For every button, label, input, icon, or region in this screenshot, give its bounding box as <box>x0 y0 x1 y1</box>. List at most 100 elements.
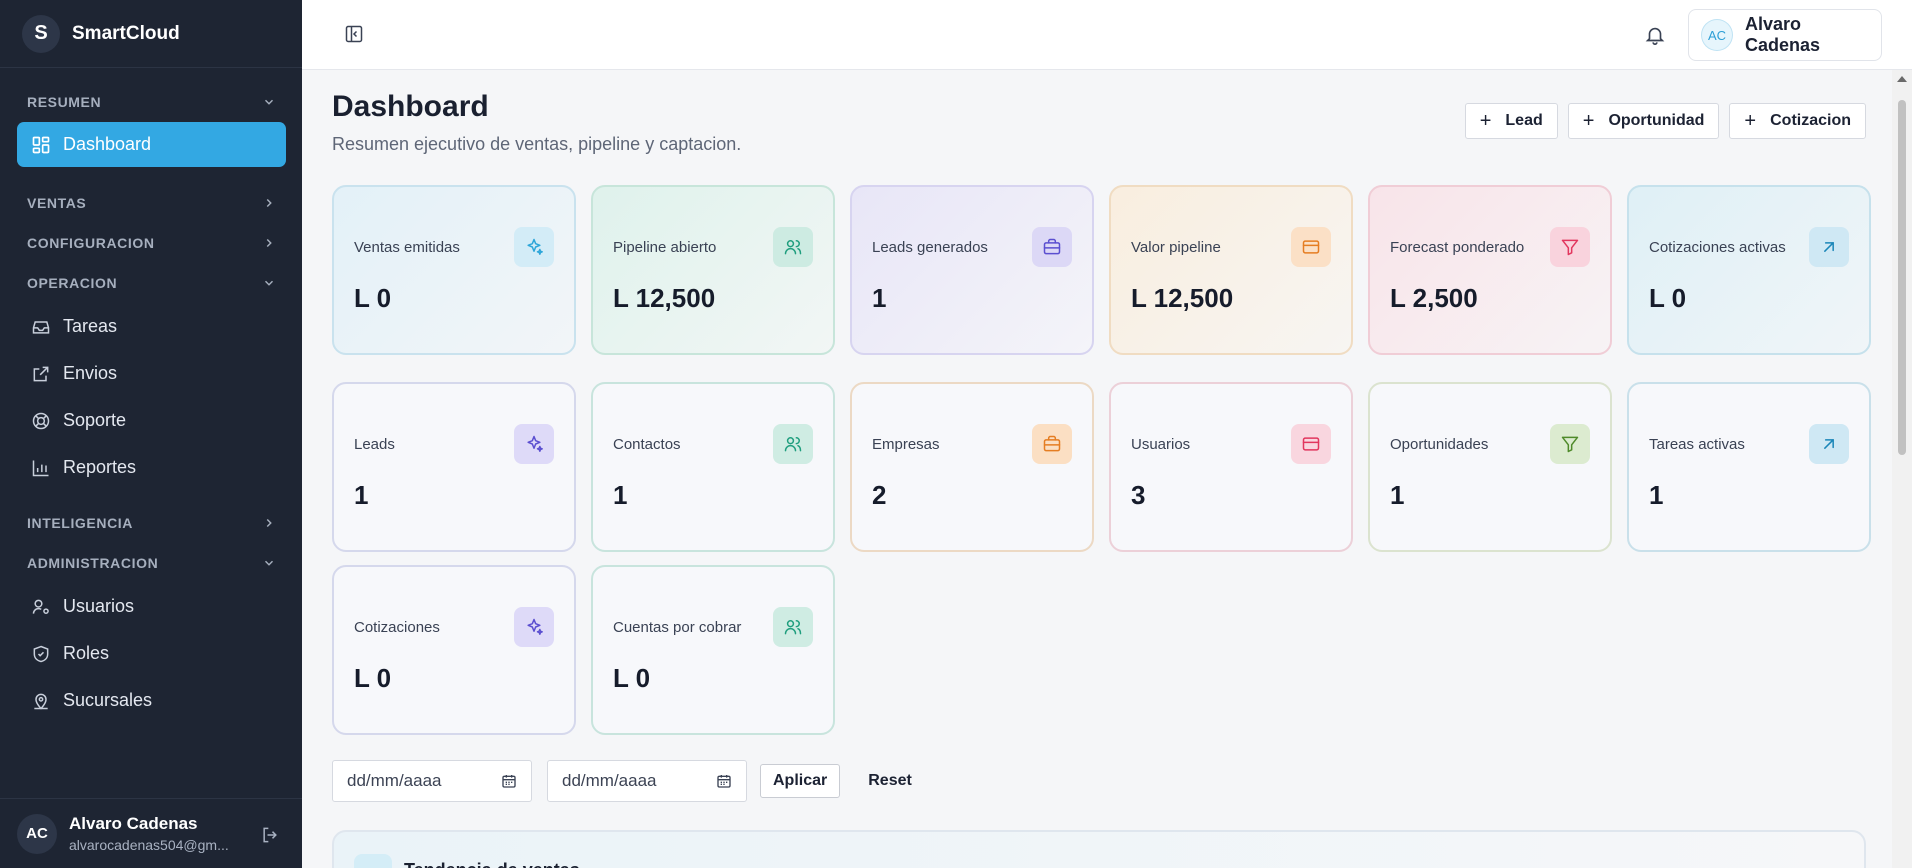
user-menu-button[interactable]: AC Alvaro Cadenas <box>1688 9 1882 61</box>
date-to-input[interactable]: dd/mm/aaaa <box>547 760 747 802</box>
kpi-card[interactable]: Tareas activas 1 <box>1627 382 1871 552</box>
briefcase-icon <box>1032 227 1072 267</box>
sidebar-item-label: Dashboard <box>63 134 152 154</box>
kpi-card[interactable]: Pipeline abierto L 12,500 <box>591 185 835 355</box>
kpi-card[interactable]: Empresas 2 <box>850 382 1094 552</box>
sidebar-item-dashboard[interactable]: Dashboard <box>17 122 286 167</box>
kpi-value: 3 <box>1131 480 1146 510</box>
sidebar-item-usuarios[interactable]: Usuarios <box>0 583 302 630</box>
kpi-card[interactable]: Contactos 1 <box>591 382 835 552</box>
sidebar-item-reportes[interactable]: Reportes <box>0 444 302 491</box>
sidebar-user-info: Alvaro Cadenas alvarocadenas504@gm... <box>69 814 239 853</box>
inbox-icon <box>32 320 50 334</box>
panel-title: Tendencia de ventas <box>404 860 580 868</box>
add-lead-button[interactable]: + Lead <box>1464 103 1558 139</box>
plus-icon: + <box>1479 110 1492 132</box>
kpi-value: 2 <box>872 480 887 510</box>
calendar-icon[interactable] <box>716 773 732 789</box>
button-label: Lead <box>1505 112 1543 129</box>
kpi-value: L 0 <box>354 283 392 313</box>
section-label: RESUMEN <box>27 94 102 110</box>
kpi-card[interactable]: Cotizaciones L 0 <box>332 565 576 735</box>
sidebar-item-label: Soporte <box>63 410 127 430</box>
kpi-card[interactable]: Leads 1 <box>332 382 576 552</box>
life-buoy-icon <box>32 412 50 429</box>
chevron-down-icon <box>264 560 274 566</box>
section-operacion[interactable]: OPERACION <box>0 263 302 303</box>
add-oportunidad-button[interactable]: + Oportunidad <box>1567 103 1720 139</box>
kpi-card[interactable]: Oportunidades 1 <box>1368 382 1612 552</box>
bell-icon[interactable] <box>1644 24 1666 46</box>
kpi-value: L 0 <box>354 663 392 693</box>
chevron-down-icon <box>264 280 274 286</box>
date-to-placeholder: dd/mm/aaaa <box>562 771 657 790</box>
sidebar-item-soporte[interactable]: Soporte <box>0 397 302 444</box>
chevron-down-icon <box>264 99 274 105</box>
page-title: Dashboard <box>332 90 489 123</box>
section-inteligencia[interactable]: INTELIGENCIA <box>0 503 302 543</box>
date-from-input[interactable]: dd/mm/aaaa <box>332 760 532 802</box>
section-label: CONFIGURACION <box>27 235 155 251</box>
sidebar-nav: RESUMEN Dashboard VENTAS CONFIGURACION O… <box>0 68 302 724</box>
kpi-value: L 0 <box>613 663 651 693</box>
brand[interactable]: S SmartCloud <box>0 0 302 68</box>
date-filters: dd/mm/aaaa dd/mm/aaaa Aplicar Reset <box>332 760 912 802</box>
button-label: Oportunidad <box>1608 112 1705 129</box>
sidebar-item-label: Tareas <box>63 316 118 336</box>
chevron-right-icon <box>266 198 272 208</box>
user-cog-icon <box>32 599 49 614</box>
section-configuracion[interactable]: CONFIGURACION <box>0 223 302 263</box>
sidebar-item-envios[interactable]: Envios <box>0 350 302 397</box>
filter-icon <box>1550 424 1590 464</box>
apply-button[interactable]: Aplicar <box>760 764 841 798</box>
section-administracion[interactable]: ADMINISTRACION <box>0 543 302 583</box>
kpi-card[interactable]: Usuarios 3 <box>1109 382 1353 552</box>
scroll-up-arrow[interactable] <box>1897 76 1907 82</box>
shield-check-icon <box>33 645 49 662</box>
sidebar-item-label: Envios <box>63 363 118 383</box>
sparkles-icon <box>514 227 554 267</box>
section-ventas[interactable]: VENTAS <box>0 183 302 223</box>
kpi-card[interactable]: Cuentas por cobrar L 0 <box>591 565 835 735</box>
kpi-card[interactable]: Forecast ponderado L 2,500 <box>1368 185 1612 355</box>
kpi-value: L 12,500 <box>1131 283 1234 313</box>
sidebar-item-roles[interactable]: Roles <box>0 630 302 677</box>
main-content: Dashboard Resumen ejecutivo de ventas, p… <box>302 70 1892 868</box>
reset-button[interactable]: Reset <box>868 772 912 789</box>
sidebar-user[interactable]: AC Alvaro Cadenas alvarocadenas504@gm... <box>0 798 302 868</box>
kpi-card[interactable]: Leads generados 1 <box>850 185 1094 355</box>
arrow-up-right-icon <box>1809 227 1849 267</box>
users-icon <box>773 227 813 267</box>
users-icon <box>773 424 813 464</box>
sidebar-item-sucursales[interactable]: Sucursales <box>0 677 302 724</box>
kpi-label: Contactos <box>613 436 681 453</box>
sidebar-item-tareas[interactable]: Tareas <box>0 303 302 350</box>
section-resumen[interactable]: RESUMEN <box>0 82 302 122</box>
kpi-label: Oportunidades <box>1390 436 1489 453</box>
sales-trend-panel: Tendencia de ventas <box>332 830 1866 868</box>
kpi-label: Empresas <box>872 436 940 453</box>
section-label: VENTAS <box>27 195 87 211</box>
kpi-label: Cotizaciones activas <box>1649 239 1786 256</box>
sidebar-item-label: Sucursales <box>63 690 153 710</box>
kpi-label: Usuarios <box>1131 436 1191 453</box>
kpi-card[interactable]: Ventas emitidas L 0 <box>332 185 576 355</box>
avatar: AC <box>1701 19 1733 51</box>
calendar-icon[interactable] <box>501 773 517 789</box>
map-pin-icon <box>34 693 48 710</box>
user-name: Alvaro Cadenas <box>1744 14 1821 55</box>
layout-grid-icon <box>32 136 50 153</box>
add-cotizacion-button[interactable]: + Cotizacion <box>1729 103 1866 139</box>
kpi-card[interactable]: Valor pipeline L 12,500 <box>1109 185 1353 355</box>
kpi-label: Tareas activas <box>1649 436 1745 453</box>
kpi-value: 1 <box>613 480 628 510</box>
date-from-placeholder: dd/mm/aaaa <box>347 771 442 790</box>
sidebar-toggle-icon[interactable] <box>344 24 364 44</box>
trend-icon <box>354 854 392 868</box>
kpi-value: 1 <box>354 480 369 510</box>
sidebar-user-email: alvarocadenas504@gm... <box>69 837 229 853</box>
scrollbar[interactable] <box>1892 70 1912 868</box>
scrollbar-thumb[interactable] <box>1898 100 1906 455</box>
kpi-card[interactable]: Cotizaciones activas L 0 <box>1627 185 1871 355</box>
logout-icon[interactable] <box>260 825 280 845</box>
